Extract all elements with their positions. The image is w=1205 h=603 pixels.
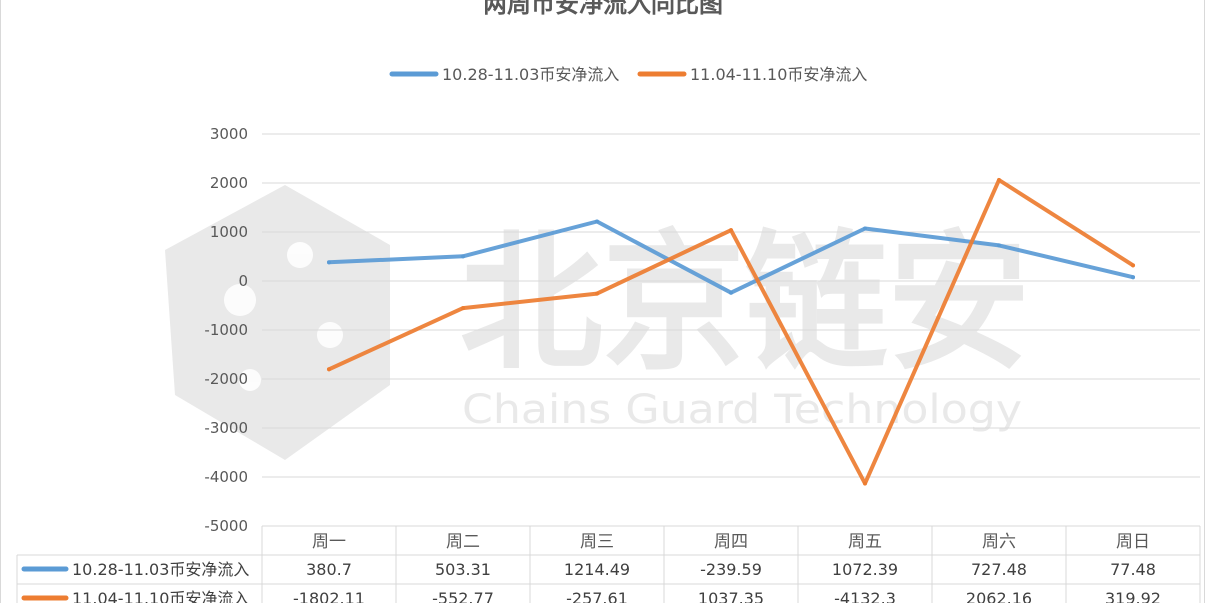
table-value-cell: 2062.16 [966, 589, 1032, 603]
data-point [863, 481, 867, 486]
y-tick-label: -2000 [204, 370, 248, 388]
data-point [327, 367, 331, 372]
data-point [595, 219, 599, 224]
table-value-cell: 1214.49 [564, 560, 630, 579]
table-value-cell: -239.59 [700, 560, 762, 579]
x-category-label: 周四 [714, 532, 748, 552]
watermark-logo-nodes-icon [224, 242, 343, 391]
table-value-cell: -1802.11 [293, 589, 365, 603]
legend: 10.28-11.03币安净流入 11.04-11.10币安净流入 [389, 65, 867, 84]
watermark-sub: Chains Guard Technology [462, 387, 1022, 433]
data-point [595, 291, 599, 296]
table-value-cell: -4132.3 [834, 589, 896, 603]
data-point [997, 177, 1001, 182]
y-tick-label: -1000 [204, 321, 248, 339]
table-value-cell: 1037.35 [698, 589, 764, 603]
y-tick-label: -4000 [204, 468, 248, 486]
x-category-label: 周三 [580, 532, 614, 552]
watermark-logo-icon [165, 185, 390, 460]
x-category-label: 周六 [982, 532, 1016, 552]
data-point [461, 306, 465, 311]
y-tick-label: -3000 [204, 419, 248, 437]
data-point [461, 254, 465, 259]
data-point [1131, 263, 1135, 268]
table-value-cell: 77.48 [1110, 560, 1156, 579]
table-value-cell: 380.7 [306, 560, 352, 579]
y-tick-label: 3000 [210, 125, 248, 143]
data-point [327, 260, 331, 265]
data-point [729, 290, 733, 295]
table-value-cell: -552.77 [432, 589, 494, 603]
legend-label-series-1: 10.28-11.03币安净流入 [442, 65, 619, 84]
y-tick-label: 1000 [210, 223, 248, 241]
table-series-name: 11.04-11.10币安净流入 [72, 589, 249, 603]
data-point [997, 243, 1001, 248]
x-category-label: 周二 [446, 532, 480, 552]
table-value-cell: 1072.39 [832, 560, 898, 579]
data-point [1131, 275, 1135, 280]
y-tick-label: 2000 [210, 174, 248, 192]
chart-title: 两周币安净流入同比图 [483, 0, 723, 18]
data-table: 周一 周二 周三 周四 周五 周六 周日 10.28-11.03币安净流入 380.7 503.3… [16, 525, 1201, 603]
x-category-label: 周日 [1116, 532, 1150, 552]
table-value-cell: -257.61 [566, 589, 628, 603]
table-value-cell: 319.92 [1105, 589, 1161, 603]
data-point [863, 226, 867, 231]
watermark: 北京链安 Chains Guard Technology [165, 185, 1030, 460]
y-axis: 3000 2000 1000 0 -1000 -2000 -3000 -4000 -5000 [204, 125, 248, 535]
y-tick-label: -5000 [204, 517, 248, 535]
data-point [729, 228, 733, 233]
legend-label-series-2: 11.04-11.10币安净流入 [690, 65, 867, 84]
x-category-label: 周五 [848, 532, 882, 552]
series-lines [327, 177, 1135, 486]
y-tick-label: 0 [238, 272, 248, 290]
table-value-cell: 727.48 [971, 560, 1027, 579]
gridlines [262, 133, 1200, 527]
table-value-cell: 503.31 [435, 560, 491, 579]
x-category-label: 周一 [312, 532, 346, 552]
watermark-main: 北京链安 [460, 217, 1030, 391]
table-series-name: 10.28-11.03币安净流入 [72, 560, 249, 579]
